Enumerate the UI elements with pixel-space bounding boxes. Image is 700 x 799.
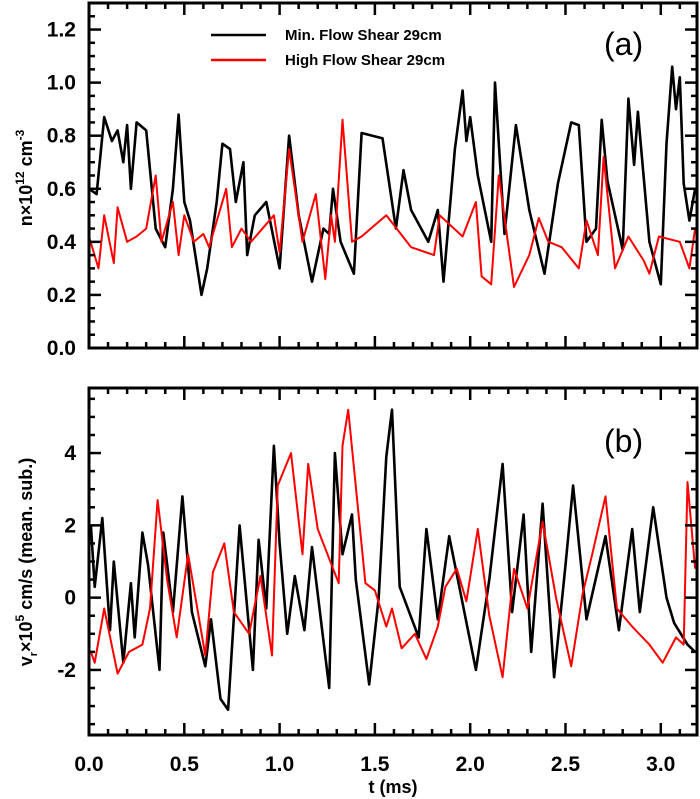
x-tick-label: 2.5 bbox=[551, 753, 581, 776]
y-tick-label: 2 bbox=[64, 514, 76, 537]
panel-a: 0.0 0.2 0.4 0.6 0.8 1.0 1.2 bbox=[47, 1, 699, 360]
x-tick-label: 1.5 bbox=[360, 753, 390, 776]
y-tick-label: 1.2 bbox=[47, 19, 76, 42]
legend-label-min-flow-shear: Min. Flow Shear 29cm bbox=[285, 27, 442, 44]
series-line-min-flow-shear bbox=[89, 408, 697, 712]
y-tick-label: 1.0 bbox=[47, 72, 76, 95]
y-tick-label: 0.4 bbox=[47, 231, 77, 254]
y-tick-label: 0 bbox=[64, 587, 76, 610]
x-tick-label: 0.5 bbox=[170, 753, 200, 776]
series-line-min-flow-shear bbox=[88, 65, 697, 297]
x-tick-label: 0.0 bbox=[74, 753, 103, 776]
x-tick-label: 1.0 bbox=[265, 753, 294, 776]
series-line-high-flow-shear bbox=[89, 408, 697, 679]
series-line-high-flow-shear bbox=[88, 118, 697, 288]
panel-b: -2 0 2 4 0.0 0.5 1.0 1.5 2.0 2.5 3.0 bbox=[57, 386, 699, 776]
y-axis-title-a: n×1012 cm-3 bbox=[13, 129, 36, 226]
y-tick-label: 4 bbox=[64, 442, 76, 465]
y-tick-label: 0.6 bbox=[47, 178, 76, 201]
y-tick-label: 0.2 bbox=[47, 284, 76, 307]
x-tick-label: 2.0 bbox=[456, 753, 485, 776]
x-axis-title: t (ms) bbox=[369, 777, 418, 797]
y-axis-title-b: vr×105 cm/s (mean. sub.) bbox=[13, 458, 40, 667]
panel-a-label: (a) bbox=[604, 26, 643, 62]
y-tick-label: 0.8 bbox=[47, 125, 77, 148]
legend: Min. Flow Shear 29cm High Flow Shear 29c… bbox=[211, 27, 445, 69]
y-tick-label: -2 bbox=[57, 659, 76, 682]
legend-label-high-flow-shear: High Flow Shear 29cm bbox=[285, 52, 445, 69]
panel-b-label: (b) bbox=[604, 423, 643, 459]
y-tick-label: 0.0 bbox=[47, 337, 76, 360]
x-tick-label: 3.0 bbox=[646, 753, 675, 776]
